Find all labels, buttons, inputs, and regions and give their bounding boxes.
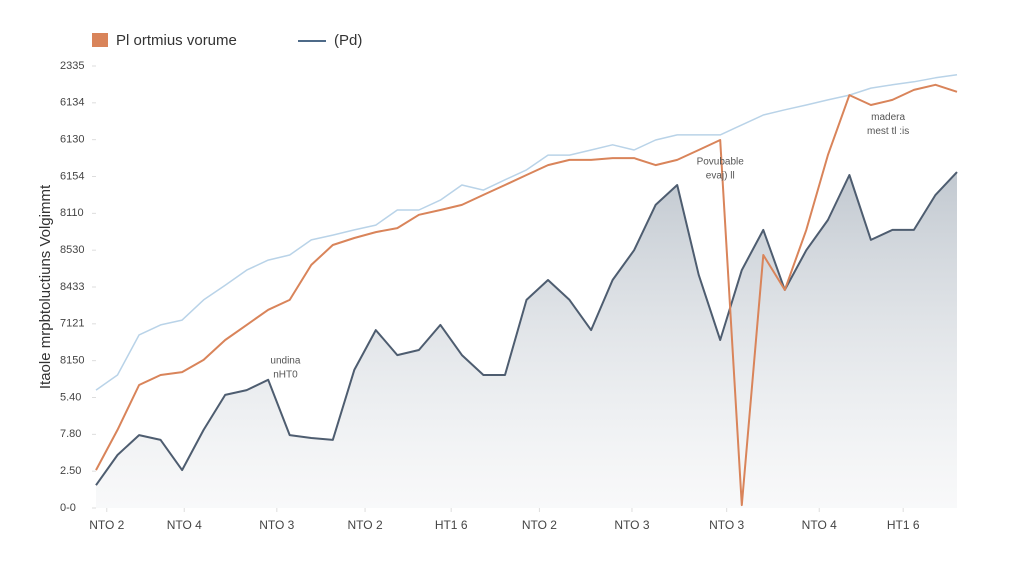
y-tick-label: 0-0: [60, 502, 76, 514]
y-tick-label: 7.80: [60, 428, 81, 440]
y-axis-title: Itaole mrpbtoluctiuns Volgimmt: [37, 184, 54, 389]
line: [95, 83, 958, 507]
y-tick-label: 2335: [60, 60, 84, 72]
x-tick-label: NTO 3: [259, 518, 294, 532]
legend-label: (Pd): [334, 32, 362, 49]
y-tick-label: 6154: [60, 170, 84, 182]
y-tick-label: 2.50: [60, 465, 81, 477]
y-tick-label: 8110: [60, 207, 84, 219]
annotation: Povubable: [697, 156, 745, 167]
x-tick-label: NTO 2: [348, 518, 383, 532]
line: [95, 74, 958, 391]
annotation: madera: [871, 112, 905, 123]
legend-swatch: [92, 33, 108, 47]
y-tick-label: 6134: [60, 97, 84, 109]
y-tick-label: 8433: [60, 281, 84, 293]
y-tick-label: 6130: [60, 134, 84, 146]
legend-label: Pl ortmius vorume: [116, 32, 237, 49]
y-tick-label: 8150: [60, 355, 84, 367]
annotation: undina: [270, 355, 300, 366]
x-tick-label: NTO 2: [522, 518, 557, 532]
y-tick-label: 5.40: [60, 391, 81, 403]
y-tick-label: 8530: [60, 244, 84, 256]
x-tick-label: NTO 3: [709, 518, 744, 532]
annotation: nHT0: [273, 369, 298, 380]
line: [95, 171, 958, 486]
x-tick-label: NTO 3: [614, 518, 649, 532]
x-tick-label: NTO 4: [802, 518, 837, 532]
y-tick-label: 7121: [60, 318, 84, 330]
area: [96, 172, 957, 508]
x-tick-label: NTO 2: [89, 518, 124, 532]
x-tick-label: HT1 6: [887, 518, 920, 532]
annotation: mest tl :is: [867, 126, 909, 137]
x-tick-label: HT1 6: [435, 518, 468, 532]
annotation: evaj) ll: [706, 170, 735, 181]
x-tick-label: NTO 4: [167, 518, 202, 532]
